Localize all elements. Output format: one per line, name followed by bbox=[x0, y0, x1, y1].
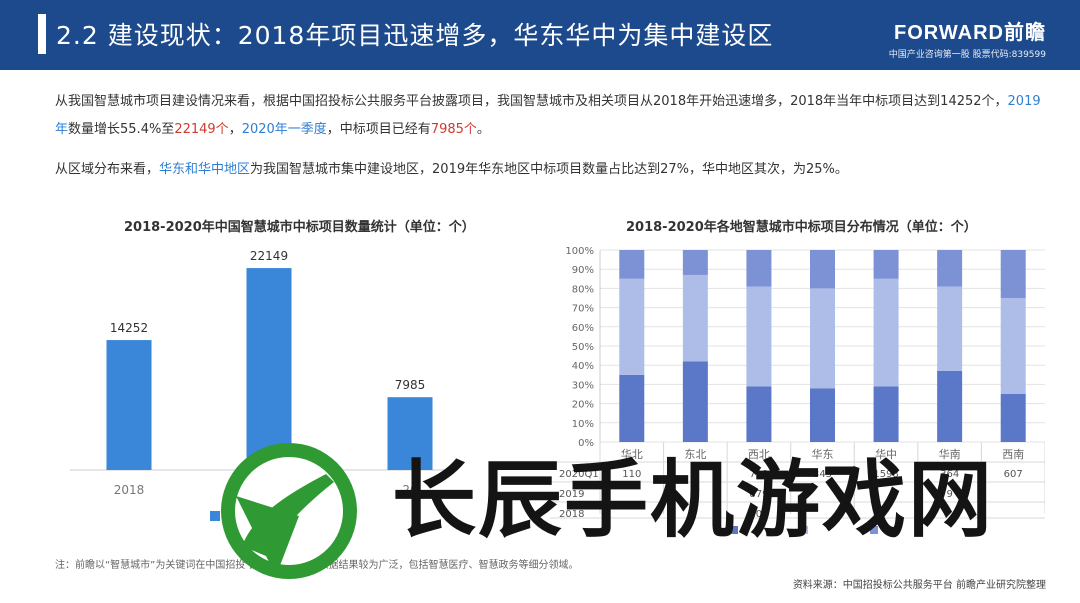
chart2-title: 2018-2020年各地智慧城市中标项目分布情况（单位：个） bbox=[626, 220, 977, 235]
chart2-table-row-label-2018: 2018 bbox=[559, 509, 584, 520]
chart2-table-row-label-2020Q1: 2020Q1 bbox=[559, 469, 599, 480]
p2-text-a: 从区域分布来看， bbox=[55, 162, 160, 177]
chart2-legend-swatch-2020Q1 bbox=[870, 526, 878, 534]
p1-text-i: 。 bbox=[476, 122, 490, 137]
chart2-table-cell-2020Q1-华北: 110 bbox=[622, 469, 641, 480]
chart2-bar-华北-2018 bbox=[619, 374, 645, 442]
chart2-y-tick-1: 10% bbox=[572, 419, 594, 430]
chart2-bar-西南-2018 bbox=[1000, 394, 1026, 442]
chart2-table-cell-2018-西北: 104 bbox=[749, 509, 768, 520]
brand: FORWARD前瞻 中国产业咨询第一股 股票代码:839599 bbox=[889, 16, 1046, 60]
p1-highlight-2020q1: 2020年一季度 bbox=[241, 122, 327, 137]
chart2-bar-华东-2019 bbox=[810, 288, 835, 389]
p1-text-g: ，中标项目已经有 bbox=[326, 122, 431, 137]
chart2-legend-swatch-2018 bbox=[730, 526, 738, 534]
chart2-table-cell-2020Q1-西北: 719 bbox=[749, 469, 768, 480]
chart2-bar-东北-2018 bbox=[682, 361, 708, 442]
chart2-y-tick-6: 60% bbox=[572, 323, 594, 334]
chart2-category-label-华南: 华南 bbox=[939, 447, 961, 461]
p2-text-c: 为我国智慧城市集中建设地区，2019年华东地区中标项目数量占比达到27%，华中地… bbox=[250, 162, 848, 177]
chart1-legend-swatch bbox=[210, 511, 220, 521]
chart2-bar-西北-2018 bbox=[746, 386, 772, 442]
chart2-bar-西北-2019 bbox=[746, 286, 772, 387]
chart2-category-label-西南: 西南 bbox=[1002, 448, 1024, 461]
chart2-y-tick-5: 50% bbox=[572, 342, 594, 353]
chart2-y-tick-10: 100% bbox=[565, 246, 594, 257]
p2-highlight-region: 华东和华中地区 bbox=[159, 162, 251, 177]
chart2-bar-华中-2020Q1 bbox=[873, 250, 899, 279]
chart2-y-tick-4: 40% bbox=[572, 361, 594, 372]
chart2-table-cell-2020Q1-华南: 364 bbox=[940, 469, 959, 480]
chart2-category-label-西北: 西北 bbox=[748, 448, 770, 461]
p1-text-c: 数量增长55.4%至 bbox=[68, 122, 175, 137]
p1-highlight-22149: 22149个 bbox=[174, 122, 229, 137]
chart2-bar-西南-2020Q1 bbox=[1000, 250, 1026, 298]
watermark-logo-arrow bbox=[236, 496, 299, 576]
chart2-bar-华南-2020Q1 bbox=[937, 250, 963, 287]
chart2-legend-swatch-2019 bbox=[800, 526, 808, 534]
chart2-bar-西南-2019 bbox=[1000, 298, 1026, 394]
paragraph-2: 从区域分布来看，华东和华中地区为我国智慧城市集中建设地区，2019年华东地区中标… bbox=[55, 156, 1045, 184]
chart2-bar-华北-2019 bbox=[619, 278, 645, 375]
chart2-bar-华南-2019 bbox=[937, 286, 963, 371]
brand-logo: FORWARD前瞻 bbox=[894, 22, 1046, 44]
chart2-y-tick-2: 20% bbox=[572, 400, 594, 411]
p1-text-a: 从我国智慧城市项目建设情况来看，根据中国招投标公共服务平台披露项目，我国智慧城市… bbox=[55, 94, 1008, 109]
chart2-bar-东北-2019 bbox=[682, 274, 708, 362]
chart2-table-cell-2020Q1-华中: 1598 bbox=[873, 469, 898, 480]
chart2-bar-华南-2018 bbox=[937, 370, 963, 442]
chart2-table-cell-2020Q1-华东: 343 bbox=[813, 469, 832, 480]
chart2-y-tick-3: 30% bbox=[572, 380, 594, 391]
chart1-value-label-2018: 14252 bbox=[110, 321, 148, 335]
chart1-category-label-2020Q1: 20 bbox=[402, 483, 417, 497]
chart2-y-tick-7: 70% bbox=[572, 304, 594, 315]
header-bar: 2.2 建设现状：2018年项目迅速增多，华东华中为集中建设区 FORWARD前… bbox=[0, 0, 1080, 70]
chart2-category-label-华中: 华中 bbox=[875, 447, 897, 461]
chart1-value-label-2019: 22149 bbox=[250, 249, 288, 263]
watermark-logo bbox=[221, 443, 357, 579]
chart2-table-cell-2019-西北: 879 bbox=[749, 489, 768, 500]
p1-highlight-7985: 7985个 bbox=[430, 122, 477, 137]
chart1-bar-2018 bbox=[106, 340, 152, 470]
chart2-bar-华北-2020Q1 bbox=[619, 250, 645, 279]
chart2-svg: 0% 10% 20% 30% 40% 50% 60% 70% 80% 90% 100% 华北 东北 西北 华… bbox=[550, 246, 1045, 534]
p1-text-e: ， bbox=[228, 122, 242, 137]
page-title: 2.2 建设现状：2018年项目迅速增多，华东华中为集中建设区 bbox=[56, 21, 774, 50]
chart1-svg: 14252201822149201798520中标数 bbox=[70, 249, 450, 523]
chart2-category-label-华北: 华北 bbox=[621, 447, 643, 461]
chart2-bar-西北-2020Q1 bbox=[746, 250, 772, 287]
chart2-table-cell-2019-华南: 9 bbox=[946, 489, 952, 500]
chart2-category-label-东北: 东北 bbox=[684, 448, 706, 461]
chart1-title: 2018-2020年中国智慧城市中标项目数量统计（单位：个） bbox=[124, 220, 475, 235]
chart1-category-label-2018: 2018 bbox=[114, 483, 145, 497]
chart2-bar-华东-2018 bbox=[810, 388, 835, 442]
chart2-y-tick-9: 90% bbox=[572, 265, 594, 276]
watermark-text: 长辰手机游戏网 bbox=[392, 451, 995, 549]
chart2-bar-华中-2018 bbox=[873, 386, 899, 442]
chart1-value-label-2020Q1: 7985 bbox=[395, 378, 426, 392]
chart2-y-tick-0: 0% bbox=[578, 438, 594, 449]
title-accent-bar bbox=[38, 14, 46, 54]
source-note: 资料来源：中国招投标公共服务平台 前瞻产业研究院整理 bbox=[792, 580, 1046, 591]
chart2-table-row-label-2019: 2019 bbox=[559, 489, 584, 500]
brand-tagline: 中国产业咨询第一股 股票代码:839599 bbox=[888, 50, 1046, 60]
chart2-bar-华东-2020Q1 bbox=[810, 250, 835, 289]
chart2-bar-华中-2019 bbox=[873, 278, 899, 387]
chart2-bar-东北-2020Q1 bbox=[682, 250, 708, 275]
chart1-bar-2019 bbox=[246, 268, 292, 470]
p1-highlight-2019: 2019年 bbox=[55, 94, 1041, 137]
chart2-table-cell-2020Q1-西南: 607 bbox=[1004, 469, 1023, 480]
chart2-y-tick-8: 80% bbox=[572, 284, 594, 295]
chart1-bar-2020Q1 bbox=[387, 397, 433, 470]
chart2-category-label-华东: 华东 bbox=[812, 447, 834, 461]
paragraph-1: 从我国智慧城市项目建设情况来看，根据中国招投标公共服务平台披露项目，我国智慧城市… bbox=[55, 88, 1045, 144]
